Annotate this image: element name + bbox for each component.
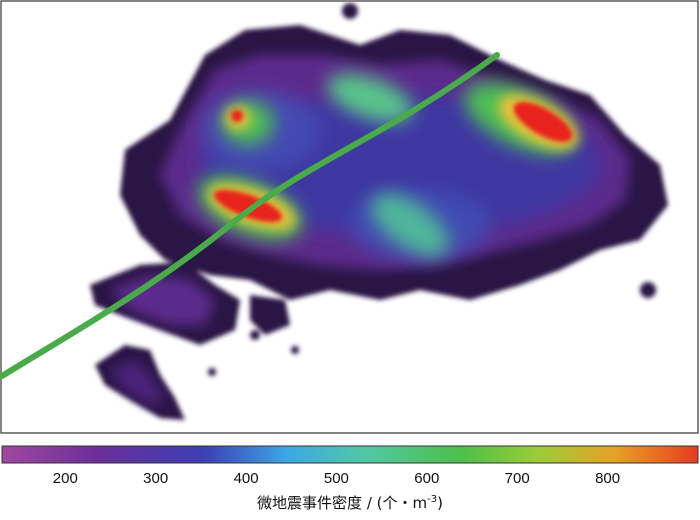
colorbar-tick-label: 600: [414, 470, 439, 487]
envelope-dot-d: [208, 368, 216, 376]
colorbar-tick-label: 400: [234, 470, 259, 487]
well-trajectory: [0, 52, 500, 379]
colorbar-label-main: 微地震事件密度 / (个・m: [257, 494, 427, 512]
purple-south-lobe: [110, 360, 165, 405]
colorbar-label: 微地震事件密度 / (个・m-3): [257, 494, 443, 512]
colorbar-tick-label: 500: [324, 470, 349, 487]
well-trajectory-line: [0, 52, 500, 379]
colorbar-tick-label: 700: [505, 470, 530, 487]
envelope-dot-a: [342, 3, 358, 19]
envelope-dot-c: [291, 346, 299, 354]
colorbar-tick-label: 200: [53, 470, 78, 487]
density-peak-north-east: [513, 102, 573, 142]
density-peak-north-west: [231, 110, 243, 122]
envelope-dot-b: [640, 282, 656, 298]
red-layer: [213, 102, 573, 223]
envelope-dot-e: [250, 330, 260, 340]
density-field: [90, 3, 668, 420]
colorbar-label-suffix: ): [437, 494, 443, 512]
density-zone-south-center: [371, 193, 449, 257]
colorbar: 200 300 400 500 600 700 800 微地震事件密度 / (个・m-3): [1, 445, 699, 512]
colorbar-gradient: [1, 445, 699, 464]
envelope-small-patch-a: [250, 295, 290, 335]
density-peak-west: [213, 189, 283, 223]
colorbar-tick-label: 800: [595, 470, 620, 487]
colorbar-tick-label: 300: [143, 470, 168, 487]
density-zone-north-center: [327, 73, 413, 123]
purple-west-lobe: [110, 275, 215, 325]
colorbar-label-superscript: -3: [427, 494, 437, 505]
colorbar-ticks: 200 300 400 500 600 700 800: [53, 470, 620, 487]
